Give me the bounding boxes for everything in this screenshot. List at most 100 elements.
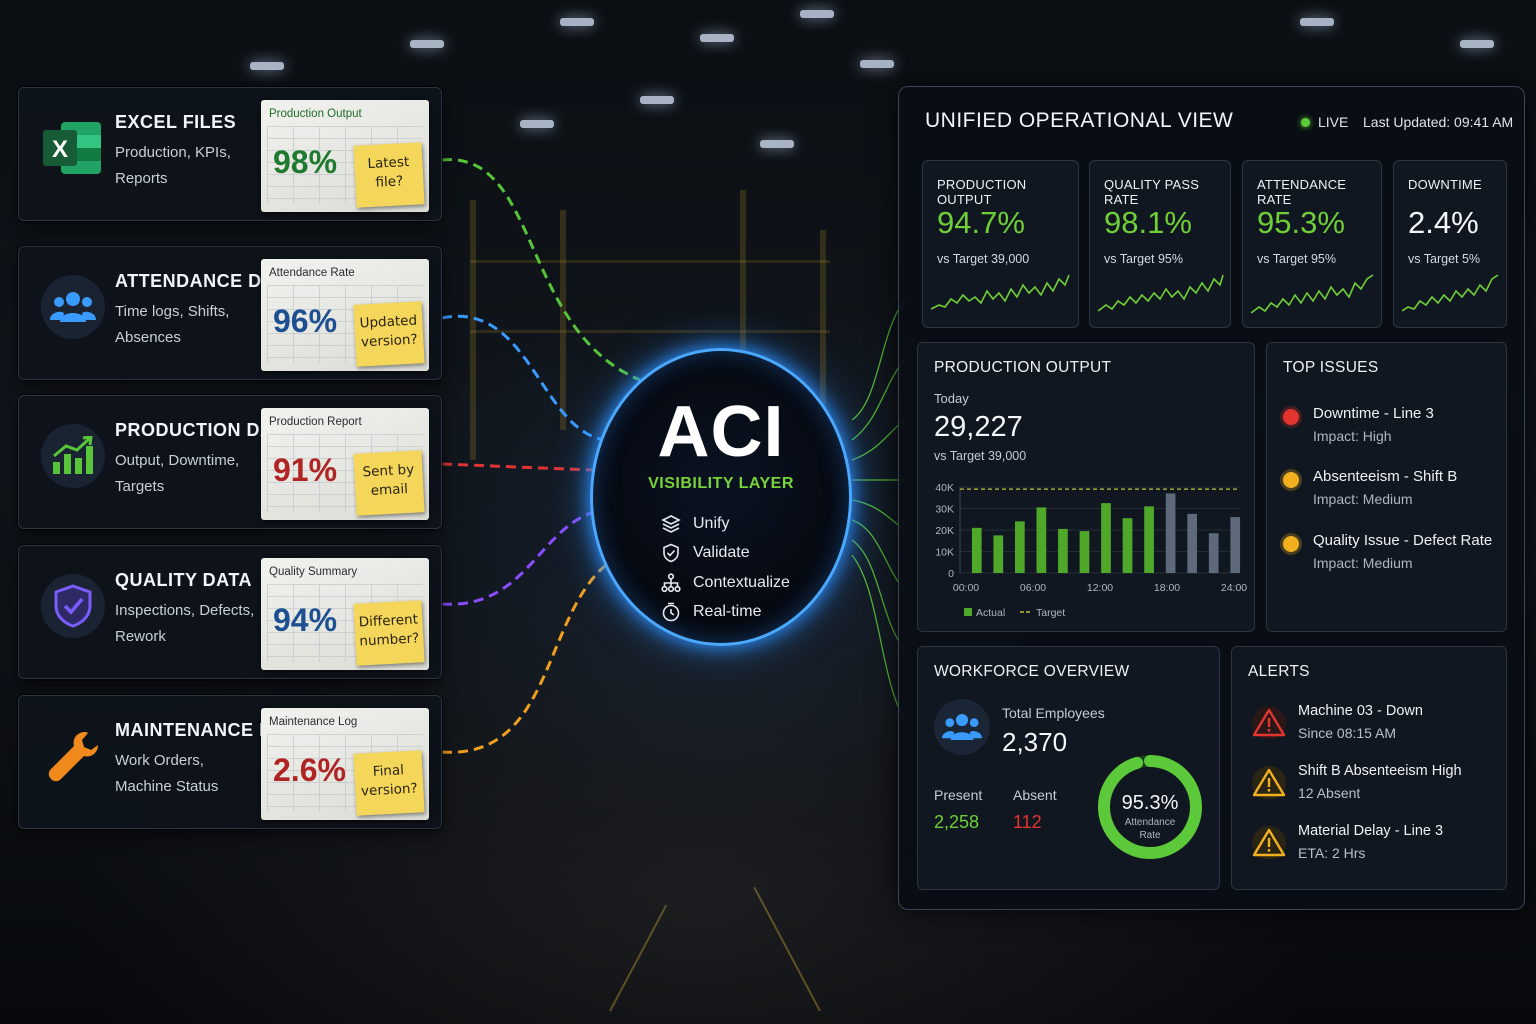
kpi-card-downtime[interactable]: DOWNTIME 2.4% vs Target 5% — [1393, 160, 1507, 328]
kpi-card-quality-pass-rate[interactable]: QUALITY PASS RATE 98.1% vs Target 95% — [1089, 160, 1231, 328]
source-card-excel[interactable]: X EXCEL FILES Production, KPIs, Reports … — [18, 87, 442, 221]
x-tick-label: 24:00 — [1221, 582, 1247, 594]
top-issues-title: TOP ISSUES — [1283, 359, 1379, 376]
total-employees-value: 2,370 — [1002, 727, 1068, 757]
y-tick-label: 20K — [935, 525, 954, 537]
svg-text:X: X — [52, 136, 68, 163]
kpi-label: ATTENDANCE RATE — [1257, 177, 1347, 207]
source-card-maintenance[interactable]: MAINTENANCE DATA Work Orders, Machine St… — [18, 695, 442, 829]
alert-subtitle: 12 Absent — [1298, 785, 1361, 801]
top-issues-panel: TOP ISSUES Downtime - Line 3 Impact: Hig… — [1266, 342, 1507, 632]
connector-production — [441, 462, 593, 472]
shield-check-icon — [31, 564, 115, 648]
source-subtitle: Time logs, Shifts, Absences — [115, 303, 230, 346]
y-tick-label: 10K — [935, 547, 954, 559]
excel-icon: X — [31, 106, 115, 190]
people-icon — [934, 699, 990, 755]
kpi-value: 2.4% — [1408, 205, 1479, 240]
source-card-production[interactable]: PRODUCTION DATA Output, Downtime, Target… — [18, 395, 442, 529]
x-tick-label: 12:00 — [1087, 582, 1113, 594]
kpi-label: PRODUCTION OUTPUT — [937, 177, 1027, 207]
alerts-panel: ALERTS Machine 03 - Down Since 08:15 AM … — [1231, 646, 1507, 890]
connector-attendance — [441, 314, 606, 442]
sparkline — [1098, 274, 1224, 312]
legend-actual-swatch — [964, 608, 972, 616]
source-subtitle: Inspections, Defects, Rework — [115, 602, 255, 645]
kpi-value: 95.3% — [1257, 205, 1345, 240]
workforce-title: WORKFORCE OVERVIEW — [934, 663, 1130, 680]
bar-20:00 — [1187, 513, 1197, 573]
kpi-card-production-output[interactable]: PRODUCTION OUTPUT 94.7% vs Target 39,000 — [922, 160, 1079, 328]
source-card-quality[interactable]: QUALITY DATA Inspections, Defects, Rewor… — [18, 545, 442, 679]
gauge-value: 95.3% — [1122, 792, 1179, 814]
source-subtitle: Work Orders, Machine Status — [115, 752, 219, 795]
sparkline — [1402, 274, 1499, 312]
production-period: Today — [934, 391, 969, 406]
total-employees-label: Total Employees — [1002, 705, 1105, 721]
alert-title: Machine 03 - Down — [1298, 703, 1423, 719]
people-icon — [31, 265, 115, 349]
issue-title: Quality Issue - Defect Rate — [1313, 532, 1493, 549]
spreadsheet-thumbnail: Maintenance Log 2.6% Final version? — [261, 708, 429, 820]
sheet-value: 98% — [273, 144, 338, 180]
feature-label: Validate — [693, 544, 750, 562]
sparkline — [1251, 274, 1374, 314]
issue-impact: Impact: Medium — [1313, 491, 1413, 507]
bar-14:00 — [1122, 518, 1133, 573]
alerts-title: ALERTS — [1248, 663, 1310, 680]
production-panel-title: PRODUCTION OUTPUT — [934, 359, 1112, 376]
production-bar-chart: 40K 30K 20K 10K 0 00:00 06:00 12:00 18:00 24:00 Ac… — [935, 482, 1247, 619]
kpi-target: vs Target 39,000 — [937, 252, 1030, 266]
aci-visibility-layer: ACI VISIBILITY LAYER Unify Validate Cont… — [590, 348, 852, 646]
y-tick-label: 40K — [935, 482, 954, 494]
severity-high-icon — [1283, 409, 1299, 425]
bar-00:00 — [971, 527, 982, 573]
feature-validate: Validate — [661, 539, 790, 569]
source-title: ATTENDANCE DATA — [115, 271, 298, 291]
sheet-title: Quality Summary — [269, 566, 358, 578]
source-subtitle: Output, Downtime, Targets — [115, 452, 240, 495]
source-title: PRODUCTION DATA — [115, 420, 296, 440]
bar-18:00 — [1165, 493, 1176, 573]
source-card-attendance[interactable]: ATTENDANCE DATA Time logs, Shifts, Absen… — [18, 246, 442, 380]
production-value: 29,227 — [934, 411, 1023, 443]
aci-title: ACI — [657, 392, 785, 472]
hierarchy-icon — [661, 573, 681, 592]
live-label: LIVE — [1318, 114, 1349, 130]
bar-08:00 — [1058, 528, 1068, 573]
last-updated: Last Updated: 09:41 AM — [1363, 114, 1514, 130]
source-title: MAINTENANCE DATA — [115, 720, 309, 740]
alert-subtitle: ETA: 2 Hrs — [1298, 845, 1366, 861]
kpi-label: QUALITY PASS RATE — [1104, 177, 1200, 207]
absent-label: Absent — [1013, 787, 1057, 803]
gauge-label-line-1: Attendance — [1125, 817, 1176, 828]
attendance-rate-gauge: 95.3% Attendance Rate — [1098, 755, 1202, 859]
source-title: EXCEL FILES — [115, 112, 237, 132]
sticky-note: Latest file? — [353, 142, 425, 208]
y-tick-label: 0 — [948, 568, 954, 580]
legend-actual-label: Actual — [976, 607, 1005, 619]
bar-chart-icon — [31, 414, 115, 498]
sheet-value: 2.6% — [273, 752, 346, 788]
dashboard-title: UNIFIED OPERATIONAL VIEW — [925, 109, 1234, 132]
sheet-title: Maintenance Log — [269, 716, 358, 728]
issue-impact: Impact: High — [1313, 428, 1392, 444]
aci-feature-list: Unify Validate Contextualize Real-time — [661, 509, 790, 627]
bar-22:00 — [1208, 533, 1219, 573]
layers-icon — [661, 514, 681, 533]
kpi-target: vs Target 5% — [1408, 252, 1481, 266]
kpi-card-attendance-rate[interactable]: ATTENDANCE RATE 95.3% vs Target 95% — [1242, 160, 1382, 328]
sparkline — [931, 274, 1070, 310]
issue-title: Downtime - Line 3 — [1313, 405, 1434, 422]
alert-title: Shift B Absenteeism High — [1298, 763, 1462, 779]
wrench-icon — [31, 714, 115, 798]
present-label: Present — [934, 787, 983, 803]
kpi-value: 94.7% — [937, 205, 1025, 240]
feature-label: Real-time — [693, 603, 762, 621]
x-tick-label: 06:00 — [1020, 582, 1046, 594]
feature-real-time: Real-time — [661, 598, 790, 628]
kpi-value: 98.1% — [1104, 205, 1192, 240]
connector-maintenance — [441, 553, 621, 754]
connector-excel — [441, 158, 641, 382]
kpi-label: DOWNTIME — [1408, 177, 1482, 192]
